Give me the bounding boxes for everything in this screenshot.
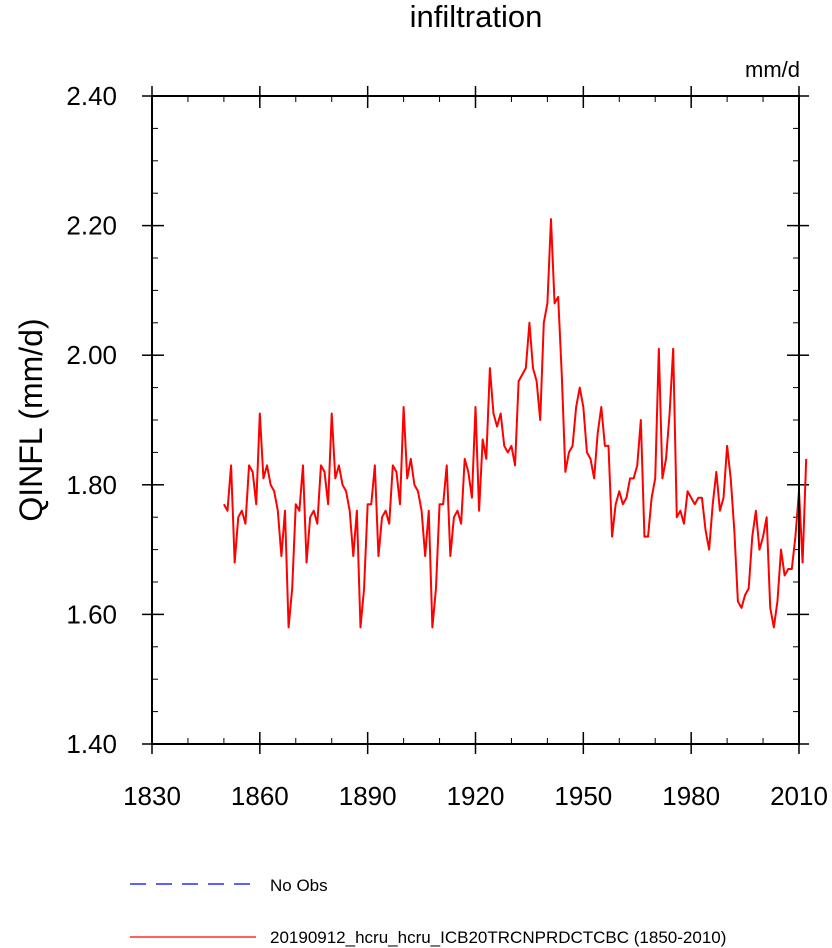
x-tick-label: 1950	[554, 781, 612, 811]
x-tick-label: 1920	[447, 781, 505, 811]
legend: No Obs 20190912_hcru_hcru_ICB20TRCNPRDCT…	[130, 876, 726, 947]
units-label: mm/d	[745, 57, 800, 82]
y-tick-label: 2.00	[66, 340, 117, 370]
y-axis-label: QINFL (mm/d)	[13, 318, 49, 521]
x-tick-label: 2010	[770, 781, 828, 811]
series-layer	[223, 218, 808, 629]
x-tick-label: 1860	[231, 781, 289, 811]
y-tick-labels: 1.40 1.60 1.80 2.00 2.20 2.40	[66, 81, 117, 759]
chart-title: infiltration	[410, 0, 543, 34]
x-tick-label: 1830	[123, 781, 181, 811]
x-tick-label: 1980	[662, 781, 720, 811]
y-tick-label: 1.40	[66, 729, 117, 759]
plot-area-frame	[151, 95, 800, 745]
x-tick-labels: 1830 1860 1890 1920 1950 1980 2010	[123, 781, 828, 811]
y-tick-label: 2.20	[66, 211, 117, 241]
legend-label-model: 20190912_hcru_hcru_ICB20TRCNPRDCTCBC (18…	[270, 928, 726, 947]
major-ticks	[142, 86, 809, 754]
series-line	[223, 218, 808, 629]
y-tick-label: 1.60	[66, 599, 117, 629]
x-tick-label: 1890	[339, 781, 397, 811]
y-tick-label: 2.40	[66, 81, 117, 111]
y-tick-label: 1.80	[66, 470, 117, 500]
legend-label-no-obs: No Obs	[270, 876, 328, 895]
